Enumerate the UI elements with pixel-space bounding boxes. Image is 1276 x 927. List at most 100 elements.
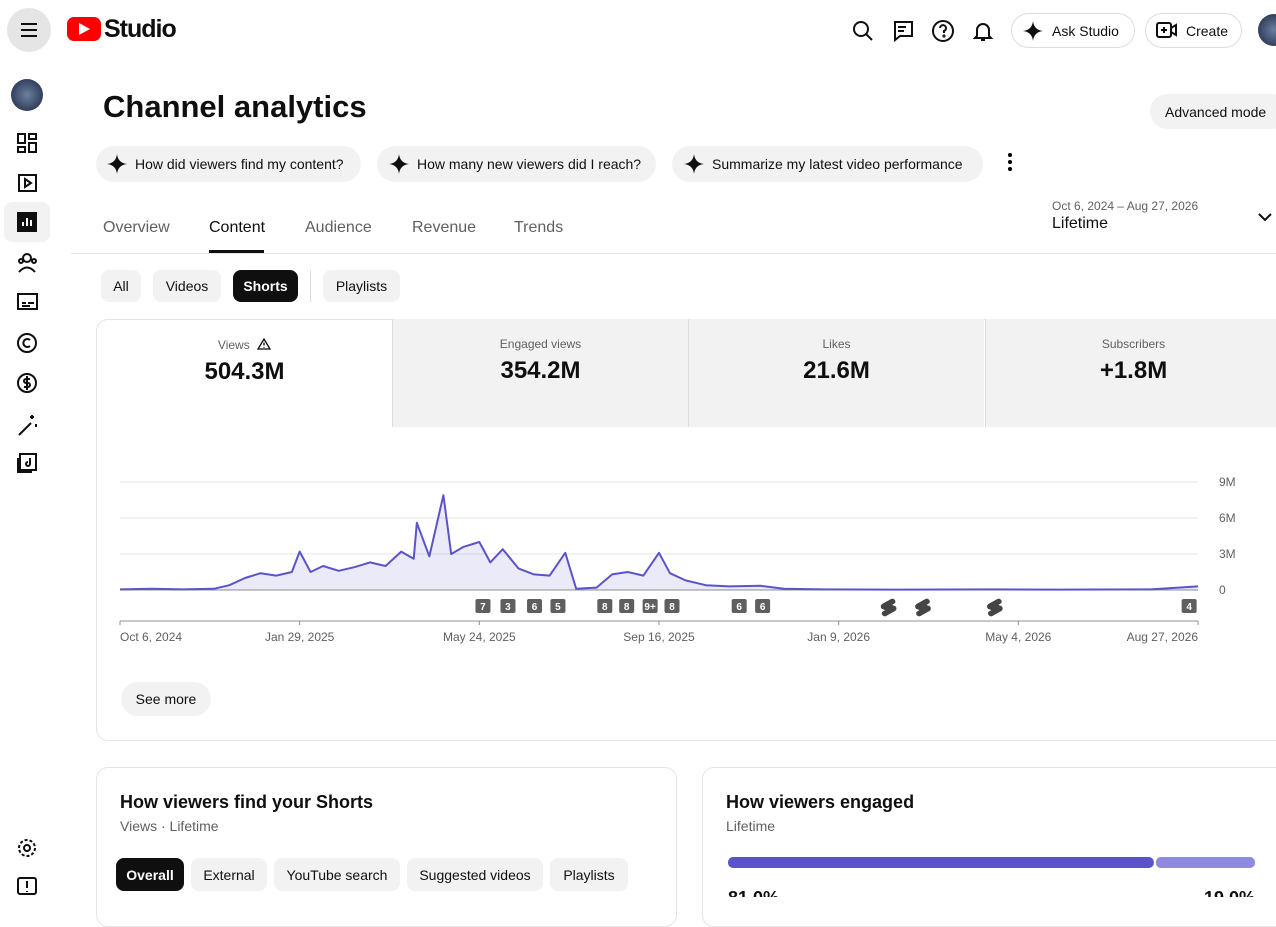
y-tick-label: 6M	[1219, 511, 1236, 525]
source-chip[interactable]: Playlists	[550, 858, 628, 891]
feedback-icon[interactable]	[891, 19, 915, 43]
metric-value: 354.2M	[500, 357, 581, 384]
source-label: YouTube search	[286, 866, 388, 883]
suggestion-text: Summarize my latest video performance	[712, 156, 963, 172]
suggestion-text: How did viewers find my content?	[135, 156, 344, 172]
engagement-card	[702, 767, 1276, 927]
engagement-segment	[1155, 857, 1255, 868]
tab[interactable]: Revenue	[412, 219, 477, 236]
y-tick-label: 0	[1219, 583, 1226, 597]
upload-marker	[731, 599, 747, 613]
filter-label: Playlists	[335, 278, 388, 294]
see-more-label: See more	[135, 691, 197, 707]
filter-label: All	[113, 278, 129, 294]
metric-tab[interactable]: Engaged views 354.2M	[392, 319, 688, 427]
metric-value: 21.6M	[803, 357, 870, 384]
upload-count: 6	[736, 602, 742, 613]
create-label: Create	[1186, 22, 1229, 39]
source-chip[interactable]: External	[191, 858, 267, 891]
y-tick-label: 9M	[1219, 475, 1236, 489]
nav-icons[interactable]	[16, 132, 40, 482]
upload-marker	[1181, 599, 1197, 613]
suggestion-chip[interactable]: How did viewers find my content?	[96, 146, 361, 182]
source-chip-selected[interactable]: Overall	[116, 858, 184, 891]
channel-avatar[interactable]	[11, 79, 43, 111]
create-icon	[1156, 22, 1177, 38]
x-tick-label: Jan 29, 2025	[265, 630, 335, 644]
upload-marker	[475, 599, 491, 613]
views-chart: 0 3M 6M 9M Oct 6, 2024 Jan 29, 2025 May 24, 20…	[119, 475, 1236, 644]
tab[interactable]: Audience	[305, 219, 372, 236]
suggestion-text: How many new viewers did I reach?	[417, 156, 642, 172]
tabs-divider	[71, 253, 1276, 254]
account-avatar[interactable]	[1258, 14, 1276, 46]
filter-chip-selected[interactable]: Shorts	[233, 270, 298, 302]
card-subtitle: Lifetime	[726, 818, 776, 834]
upload-marker	[597, 599, 613, 613]
upload-marker	[642, 599, 658, 613]
x-tick-label: May 24, 2025	[443, 630, 516, 644]
help-icon[interactable]	[931, 19, 955, 43]
traffic-card	[96, 767, 677, 927]
upload-count: 6	[532, 602, 538, 613]
date-period[interactable]: Lifetime	[1052, 215, 1109, 232]
upload-count: 6	[760, 602, 766, 613]
source-label: Suggested videos	[419, 866, 531, 883]
more-icon[interactable]	[1006, 152, 1014, 172]
upload-marker	[527, 599, 543, 613]
filter-separator	[310, 270, 311, 302]
x-tick-label: Jan 9, 2026	[807, 630, 870, 644]
upload-count: 5	[555, 602, 561, 613]
y-tick-label: 3M	[1219, 547, 1236, 561]
upload-marker	[500, 599, 516, 613]
card-title: How viewers find your Shorts	[120, 792, 374, 812]
metric-tab[interactable]: Subscribers +1.8M	[985, 319, 1276, 427]
advanced-mode-button[interactable]: Advanced mode	[1150, 94, 1276, 129]
filter-label: Videos	[165, 278, 209, 294]
engagement-label: 19.0%	[1204, 888, 1255, 897]
metric-label: Likes	[822, 337, 851, 351]
metric-tab[interactable]: Likes 21.6M	[688, 319, 984, 427]
source-label: External	[203, 866, 255, 883]
suggestion-chip[interactable]: Summarize my latest video performance	[672, 146, 983, 182]
upload-count: 8	[624, 602, 630, 613]
metric-value: 504.3M	[204, 358, 285, 385]
shorts-marker	[915, 598, 931, 617]
see-more-button[interactable]: See more	[121, 682, 211, 716]
tab[interactable]: Overview	[103, 219, 170, 236]
search-icon[interactable]	[851, 19, 875, 43]
filter-label: Shorts	[243, 278, 288, 294]
ask-studio-label: Ask Studio	[1052, 22, 1119, 39]
upload-count: 4	[1186, 602, 1192, 613]
upload-count: 9+	[644, 602, 656, 613]
filter-chip[interactable]: Videos	[153, 270, 221, 302]
filter-chip[interactable]: Playlists	[323, 270, 400, 302]
card-subtitle: Views · Lifetime	[120, 818, 219, 834]
source-label: Overall	[126, 866, 174, 883]
area	[120, 495, 1198, 590]
engagement-segment	[728, 857, 1154, 868]
metric-label: Subscribers	[1101, 337, 1166, 351]
menu-icon	[21, 23, 37, 37]
source-chip[interactable]: Suggested videos	[407, 858, 543, 891]
nav-bottom-icons[interactable]	[16, 836, 40, 897]
metric-label-text: Views	[217, 338, 250, 352]
advanced-mode-label: Advanced mode	[1165, 103, 1267, 120]
upload-marker	[619, 599, 635, 613]
x-tick-label: Sep 16, 2025	[623, 630, 695, 644]
suggestion-chip[interactable]: How many new viewers did I reach?	[377, 146, 656, 182]
metric-tab-selected[interactable]: Views 504.3M	[96, 319, 392, 427]
engagement-bar: 81.0% 19.0%	[728, 857, 1255, 897]
source-chip[interactable]: YouTube search	[274, 858, 400, 891]
upload-count: 7	[480, 602, 486, 613]
warning-icon	[256, 337, 272, 350]
tab[interactable]: Trends	[514, 219, 564, 236]
spark-icon	[1023, 21, 1043, 41]
date-chevron[interactable]	[1257, 211, 1273, 223]
body: Studio Ask Studio Create Channel analyti…	[4, 8, 1276, 927]
filter-chip[interactable]: All	[101, 270, 141, 302]
card-title: How viewers engaged	[726, 792, 915, 812]
x-tick-label: May 4, 2026	[985, 630, 1051, 644]
notifications-icon[interactable]	[971, 19, 995, 43]
tab-selected[interactable]: Content	[209, 219, 266, 236]
